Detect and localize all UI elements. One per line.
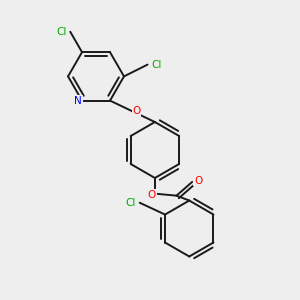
Text: O: O: [148, 190, 156, 200]
Text: Cl: Cl: [126, 198, 136, 208]
Text: O: O: [194, 176, 202, 186]
Text: N: N: [74, 96, 82, 106]
Text: O: O: [132, 106, 140, 116]
Text: Cl: Cl: [56, 27, 67, 37]
Text: Cl: Cl: [151, 60, 162, 70]
